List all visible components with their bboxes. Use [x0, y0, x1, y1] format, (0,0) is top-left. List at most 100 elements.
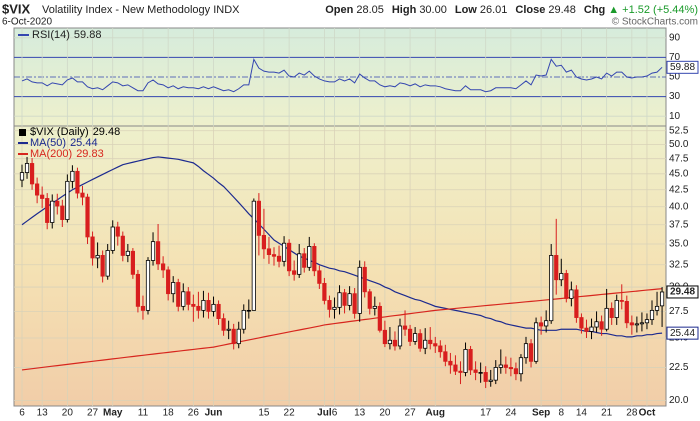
x-tick-label: 18: [163, 408, 175, 419]
x-tick-label: May: [103, 408, 123, 419]
candle-body: [236, 328, 241, 345]
candle-body: [372, 305, 377, 309]
candle-body: [347, 293, 352, 306]
x-tick-label: 15: [258, 408, 270, 419]
candle-body: [135, 273, 141, 307]
ma-line: [21, 156, 663, 338]
candle-body: [357, 266, 362, 314]
candle-body: [413, 333, 418, 342]
x-tick-label: Jun: [205, 408, 223, 419]
candle-body: [443, 351, 448, 362]
candle-body: [246, 309, 251, 312]
candle-body: [544, 320, 549, 327]
candle-body: [130, 250, 135, 275]
candle-body: [337, 292, 342, 308]
ohlc-stats: Open 28.05 High 30.00 Low 26.01 Close 29.48 Chg ▲…: [325, 4, 698, 16]
price-legend: $VIX (Daily) 29.48: [30, 126, 120, 138]
value-box: [666, 60, 699, 74]
candle-body: [150, 241, 156, 261]
rsi-tick-label: 10: [669, 111, 681, 122]
candle-body: [438, 345, 443, 353]
x-tick-label: 8: [558, 408, 564, 419]
x-tick-label: Aug: [426, 408, 445, 419]
candle-body: [382, 329, 387, 345]
candle-body: [196, 305, 201, 311]
candle-body: [604, 307, 609, 330]
candle-body: [155, 241, 161, 265]
candle-body: [60, 205, 65, 220]
candle-body: [448, 360, 453, 366]
x-tick-label: 27: [405, 408, 417, 419]
candle-body: [533, 322, 539, 362]
candle-body: [483, 372, 488, 382]
candle-body: [428, 339, 433, 345]
candle-body: [574, 289, 579, 318]
credit: © StockCharts.com: [612, 17, 698, 28]
candle-body: [352, 293, 357, 314]
x-tick-label: Sep: [532, 408, 550, 419]
candle-body: [387, 339, 393, 345]
x-tick-label: 20: [379, 408, 391, 419]
candle-body: [322, 282, 327, 301]
candle-body: [312, 246, 317, 272]
candle-body: [639, 322, 645, 325]
stat-label: Close: [515, 4, 545, 16]
x-tick-label: 21: [601, 408, 613, 419]
y-tick-label: 22.5: [669, 362, 689, 373]
candle-body: [503, 364, 508, 368]
candle-body: [433, 343, 438, 347]
candle-body: [70, 170, 75, 182]
candle-body: [624, 301, 629, 324]
candle-body: [569, 289, 574, 299]
y-tick-label: 45.0: [669, 168, 689, 179]
candle-body: [614, 300, 619, 318]
candle-body: [468, 349, 473, 371]
candle-body: [276, 255, 282, 262]
candle-body: [473, 369, 478, 373]
legend-value: 29.48: [93, 126, 121, 138]
candle-body: [392, 339, 398, 347]
x-tick-label: Jul: [317, 408, 332, 419]
candle-body: [559, 273, 564, 281]
legend-name: MA(50): [30, 137, 66, 149]
candle-body: [634, 323, 639, 326]
legend-name: $VIX (Daily): [30, 126, 89, 138]
y-tick-label: 20.0: [669, 395, 689, 406]
x-tick-label: 17: [480, 408, 492, 419]
candle-body: [377, 305, 382, 331]
candle-body: [397, 325, 403, 347]
y-tick-label: 50.0: [669, 139, 689, 150]
candle-body: [297, 253, 302, 275]
candle-body: [332, 306, 337, 310]
candle-body: [145, 260, 151, 311]
candle-body: [584, 327, 589, 332]
candle-body: [256, 200, 261, 236]
value-box-label: 29.48: [670, 287, 695, 298]
candle-body: [488, 379, 493, 382]
ma-line: [21, 288, 663, 371]
candle-body: [161, 263, 166, 271]
candle-body: [90, 236, 95, 259]
candle-body: [221, 318, 226, 331]
candle-body: [181, 291, 186, 307]
candle-body: [241, 309, 246, 330]
candle-body: [75, 170, 80, 194]
value-box-label: 25.44: [670, 328, 695, 339]
price-legend: MA(200) 29.83: [30, 148, 104, 160]
candle-body: [463, 349, 468, 373]
candle-body: [594, 321, 599, 328]
stat-label: Chg: [584, 4, 605, 16]
x-tick-label: 6: [19, 408, 25, 419]
candle-body: [554, 255, 559, 281]
stat-label: Low: [455, 4, 477, 16]
stat-value: 30.00: [419, 4, 447, 16]
candle-body: [498, 364, 503, 368]
candle-body: [105, 250, 110, 277]
y-tick-label: 32.5: [669, 259, 689, 270]
candle-body: [317, 270, 322, 284]
candle-body: [110, 226, 115, 251]
candle-body: [453, 364, 458, 372]
candle-body: [518, 357, 524, 375]
candle-body: [271, 254, 277, 257]
stat-value: +1.52 (+5.44%): [622, 4, 698, 16]
